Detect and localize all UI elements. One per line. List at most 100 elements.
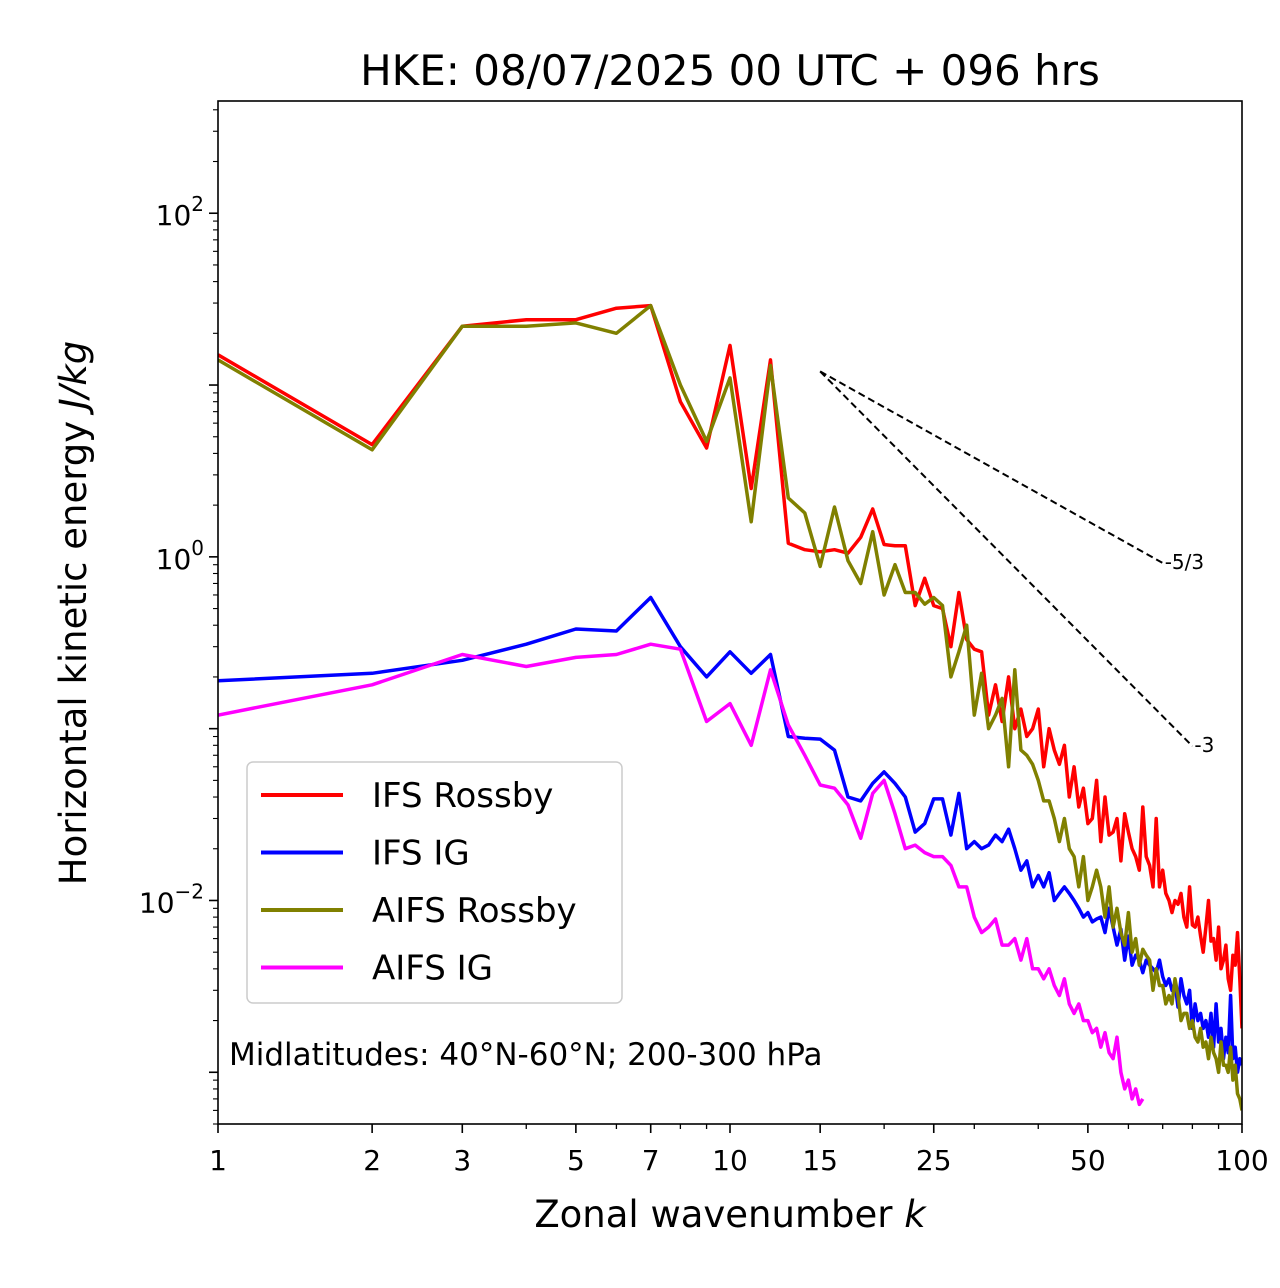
data-point-ifs-ig <box>1086 911 1090 915</box>
data-point-aifs-ig <box>833 786 837 790</box>
data-point-aifs-rossby <box>803 511 807 515</box>
data-point-aifs-rossby <box>1036 778 1040 782</box>
data-point-ifs-ig <box>1188 988 1192 992</box>
data-point-aifs-rossby <box>1209 1035 1213 1039</box>
data-point-aifs-rossby <box>980 671 984 675</box>
data-point-ifs-ig <box>1224 1035 1228 1039</box>
data-point-ifs-rossby <box>1167 899 1171 903</box>
data-point-aifs-rossby <box>941 604 945 608</box>
data-point-aifs-ig <box>1099 1045 1103 1049</box>
data-point-aifs-rossby <box>1042 799 1046 803</box>
data-point-ifs-rossby <box>1052 748 1056 752</box>
data-point-aifs-rossby <box>1141 947 1145 951</box>
data-point-ifs-ig <box>957 791 961 795</box>
data-point-ifs-rossby <box>972 647 976 651</box>
data-point-aifs-ig <box>1057 994 1061 998</box>
data-point-aifs-rossby <box>1123 943 1127 947</box>
data-point-aifs-rossby <box>1007 765 1011 769</box>
data-point-aifs-ig <box>987 925 991 929</box>
data-point-ifs-ig <box>1072 899 1076 903</box>
data-point-ifs-rossby <box>1031 727 1035 731</box>
data-point-aifs-rossby <box>1019 748 1023 752</box>
data-point-ifs-rossby <box>1231 953 1235 957</box>
data-point-ifs-ig <box>1052 899 1056 903</box>
data-point-ifs-rossby <box>1137 868 1141 872</box>
data-point-ifs-rossby <box>1222 958 1226 962</box>
data-point-ifs-rossby <box>1158 885 1162 889</box>
data-point-aifs-rossby <box>1176 994 1180 998</box>
data-point-ifs-rossby <box>1062 743 1066 747</box>
data-point-aifs-rossby <box>833 505 837 509</box>
data-point-aifs-rossby <box>871 530 875 534</box>
data-point-ifs-ig <box>1179 977 1183 981</box>
data-point-ifs-ig <box>1204 1019 1208 1023</box>
data-point-aifs-rossby <box>1115 906 1119 910</box>
data-point-aifs-rossby <box>678 383 682 387</box>
data-point-ifs-ig <box>833 748 837 752</box>
data-point-ifs-rossby <box>1179 891 1183 895</box>
x-tick-label: 3 <box>453 1144 471 1177</box>
data-point-aifs-ig <box>1042 977 1046 981</box>
data-point-aifs-rossby <box>1229 1045 1233 1049</box>
data-point-aifs-rossby <box>370 448 374 452</box>
data-point-aifs-ig <box>1036 967 1040 971</box>
x-tick-label: 25 <box>916 1144 952 1177</box>
data-point-ifs-ig <box>1062 885 1066 889</box>
data-point-ifs-ig <box>1123 958 1127 962</box>
data-point-ifs-rossby <box>1170 911 1174 915</box>
data-point-aifs-ig <box>980 931 984 935</box>
data-point-aifs-rossby <box>1214 1057 1218 1061</box>
data-point-aifs-ig <box>882 778 886 782</box>
data-point-ifs-rossby <box>678 400 682 404</box>
data-point-aifs-rossby <box>524 324 528 328</box>
data-point-aifs-rossby <box>574 321 578 325</box>
data-point-ifs-rossby <box>1077 805 1081 809</box>
data-point-aifs-rossby <box>1167 994 1171 998</box>
data-point-ifs-rossby <box>1072 765 1076 769</box>
data-point-aifs-ig <box>1137 1102 1141 1106</box>
series-line-aifs-ig <box>218 642 1145 1107</box>
data-point-ifs-rossby <box>1086 822 1090 826</box>
data-point-ifs-ig <box>903 795 907 799</box>
data-point-aifs-ig <box>1047 967 1051 971</box>
data-point-ifs-ig <box>786 735 790 739</box>
legend-label: IFS IG <box>372 834 470 874</box>
series-aifs-rossby <box>218 303 1242 1111</box>
data-point-aifs-ig <box>941 855 945 859</box>
data-point-aifs-rossby <box>1062 817 1066 821</box>
series-line-aifs-rossby <box>218 303 1242 1111</box>
data-point-aifs-rossby <box>1201 1045 1205 1049</box>
data-point-aifs-rossby <box>1095 868 1099 872</box>
y-tick-exponent: 0 <box>191 536 204 560</box>
x-axis-label: Zonal wavenumber k <box>534 1193 927 1236</box>
data-point-ifs-rossby <box>1229 988 1233 992</box>
data-point-ifs-rossby <box>1123 812 1127 816</box>
data-point-aifs-ig <box>913 843 917 847</box>
data-point-ifs-ig <box>1007 827 1011 831</box>
data-point-aifs-rossby <box>994 713 998 717</box>
data-point-aifs-rossby <box>1161 984 1165 988</box>
data-point-ifs-rossby <box>1130 847 1134 851</box>
x-tick-label: 5 <box>567 1144 585 1177</box>
data-point-aifs-rossby <box>1190 1019 1194 1023</box>
data-point-aifs-ig <box>1013 937 1017 941</box>
x-tick-label: 7 <box>642 1144 660 1177</box>
data-point-ifs-ig <box>1214 1002 1218 1006</box>
data-point-ifs-ig <box>1067 891 1071 895</box>
data-point-ifs-rossby <box>893 544 897 548</box>
data-point-ifs-rossby <box>980 650 984 654</box>
data-point-aifs-ig <box>1095 1026 1099 1030</box>
data-point-aifs-rossby <box>749 520 753 524</box>
data-point-aifs-rossby <box>1137 963 1141 967</box>
y-tick-exponent: −2 <box>175 879 204 903</box>
data-point-ifs-ig <box>1182 994 1186 998</box>
data-point-ifs-rossby <box>1036 707 1040 711</box>
data-point-aifs-ig <box>786 723 790 727</box>
data-point-ifs-ig <box>871 781 875 785</box>
data-point-ifs-rossby <box>1161 868 1165 872</box>
data-point-aifs-ig <box>1062 977 1066 981</box>
data-point-aifs-rossby <box>1111 925 1115 929</box>
y-tick-base: 10 <box>156 199 192 232</box>
